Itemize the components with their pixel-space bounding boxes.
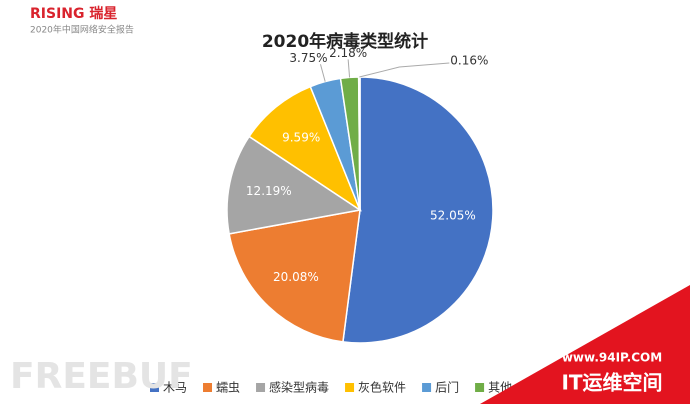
legend-swatch	[422, 383, 432, 392]
leader-line	[319, 64, 326, 82]
pie-slice	[226, 135, 362, 235]
legend-label: 灰色软件	[358, 381, 406, 395]
legend-swatch	[475, 383, 485, 392]
pie-slice	[248, 85, 362, 212]
legend-swatch	[345, 383, 355, 392]
pie-slice	[342, 76, 494, 344]
data-label: 20.08%	[273, 270, 319, 284]
data-label: 12.19%	[246, 184, 292, 198]
watermark-name: IT运维空间	[561, 371, 662, 395]
watermark-banner	[480, 285, 690, 404]
legend: 木马 蠕虫 感染型病毒 灰色软件 后门 其他	[150, 380, 512, 395]
brand: RISING 瑞星	[30, 5, 117, 22]
data-label: 3.75%	[289, 51, 327, 65]
legend-swatch	[203, 383, 213, 392]
legend-label: 蠕虫	[216, 381, 240, 395]
watermark-site: www.94IP.COM	[562, 351, 662, 365]
legend-label: 感染型病毒	[269, 380, 329, 395]
legend-swatch	[256, 383, 266, 392]
report-name: 2020年中国网络安全报告	[30, 24, 134, 36]
legend-label: 后门	[435, 380, 459, 395]
pie-slice	[228, 209, 361, 343]
leader-line	[359, 62, 450, 78]
legend-swatch	[150, 383, 159, 392]
pie: 52.05% 20.08% 12.19% 9.59% 3.75% 2.18% 0.16%	[226, 46, 494, 344]
leader-line	[347, 59, 351, 78]
data-label: 9.59%	[282, 130, 320, 144]
data-label: 52.05%	[430, 208, 476, 222]
watermark-left: FREEBUF	[10, 356, 193, 397]
data-label: 0.16%	[450, 54, 488, 68]
data-label: 2.18%	[329, 46, 367, 60]
legend-label: 木马	[163, 381, 187, 395]
chart-title: 2020年病毒类型统计	[262, 31, 428, 52]
